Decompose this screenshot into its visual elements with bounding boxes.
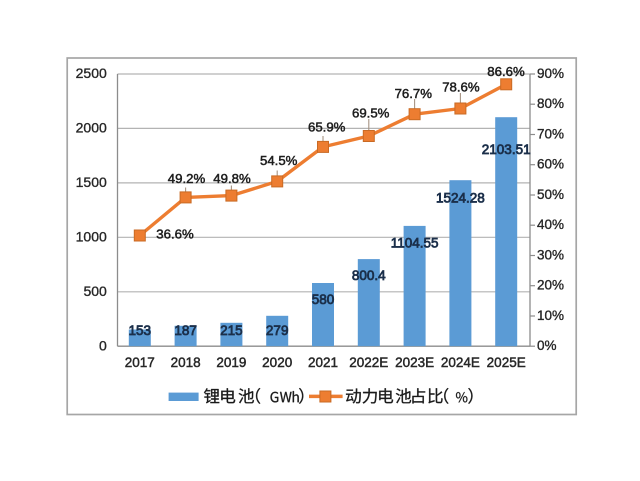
svg-text:2024E: 2024E	[441, 355, 480, 370]
svg-text:2023E: 2023E	[395, 355, 434, 370]
svg-text:0%: 0%	[537, 338, 557, 353]
svg-text:2020: 2020	[262, 355, 292, 370]
svg-text:1104.55: 1104.55	[391, 235, 439, 250]
svg-text:90%: 90%	[537, 66, 564, 81]
svg-text:2018: 2018	[171, 355, 201, 370]
svg-text:500: 500	[83, 283, 107, 299]
svg-text:1500: 1500	[76, 174, 107, 190]
svg-text:800.4: 800.4	[352, 268, 386, 283]
svg-text:30%: 30%	[537, 248, 564, 263]
svg-text:2025E: 2025E	[487, 355, 526, 370]
svg-text:60%: 60%	[537, 157, 564, 172]
svg-text:0: 0	[99, 337, 107, 353]
svg-text:10%: 10%	[537, 308, 564, 323]
svg-text:65.9%: 65.9%	[308, 120, 346, 135]
svg-text:50%: 50%	[537, 187, 564, 202]
svg-text:1000: 1000	[76, 229, 107, 245]
svg-text:1524.28: 1524.28	[436, 190, 485, 205]
svg-text:2022E: 2022E	[349, 355, 388, 370]
svg-text:70%: 70%	[537, 127, 564, 142]
svg-text:78.6%: 78.6%	[442, 80, 480, 95]
svg-text:580: 580	[312, 292, 335, 307]
svg-text:40%: 40%	[537, 217, 564, 232]
svg-text:20%: 20%	[537, 278, 564, 293]
svg-text:80%: 80%	[537, 96, 564, 111]
svg-text:215: 215	[220, 323, 243, 338]
svg-text:36.6%: 36.6%	[156, 227, 194, 242]
svg-text:2500: 2500	[76, 65, 107, 81]
svg-text:54.5%: 54.5%	[260, 153, 298, 168]
svg-text:2019: 2019	[216, 355, 246, 370]
svg-text:2000: 2000	[76, 120, 107, 136]
svg-text:187: 187	[174, 323, 197, 338]
svg-text:49.2%: 49.2%	[168, 171, 206, 186]
svg-text:2103.51: 2103.51	[482, 142, 531, 157]
svg-text:69.5%: 69.5%	[352, 105, 390, 120]
svg-text:2017: 2017	[125, 355, 155, 370]
svg-text:279: 279	[266, 323, 289, 338]
svg-text:86.6%: 86.6%	[487, 64, 525, 79]
svg-text:153: 153	[129, 323, 152, 338]
svg-text:2021: 2021	[308, 355, 338, 370]
svg-text:76.7%: 76.7%	[395, 86, 433, 101]
svg-text:49.8%: 49.8%	[213, 171, 251, 186]
